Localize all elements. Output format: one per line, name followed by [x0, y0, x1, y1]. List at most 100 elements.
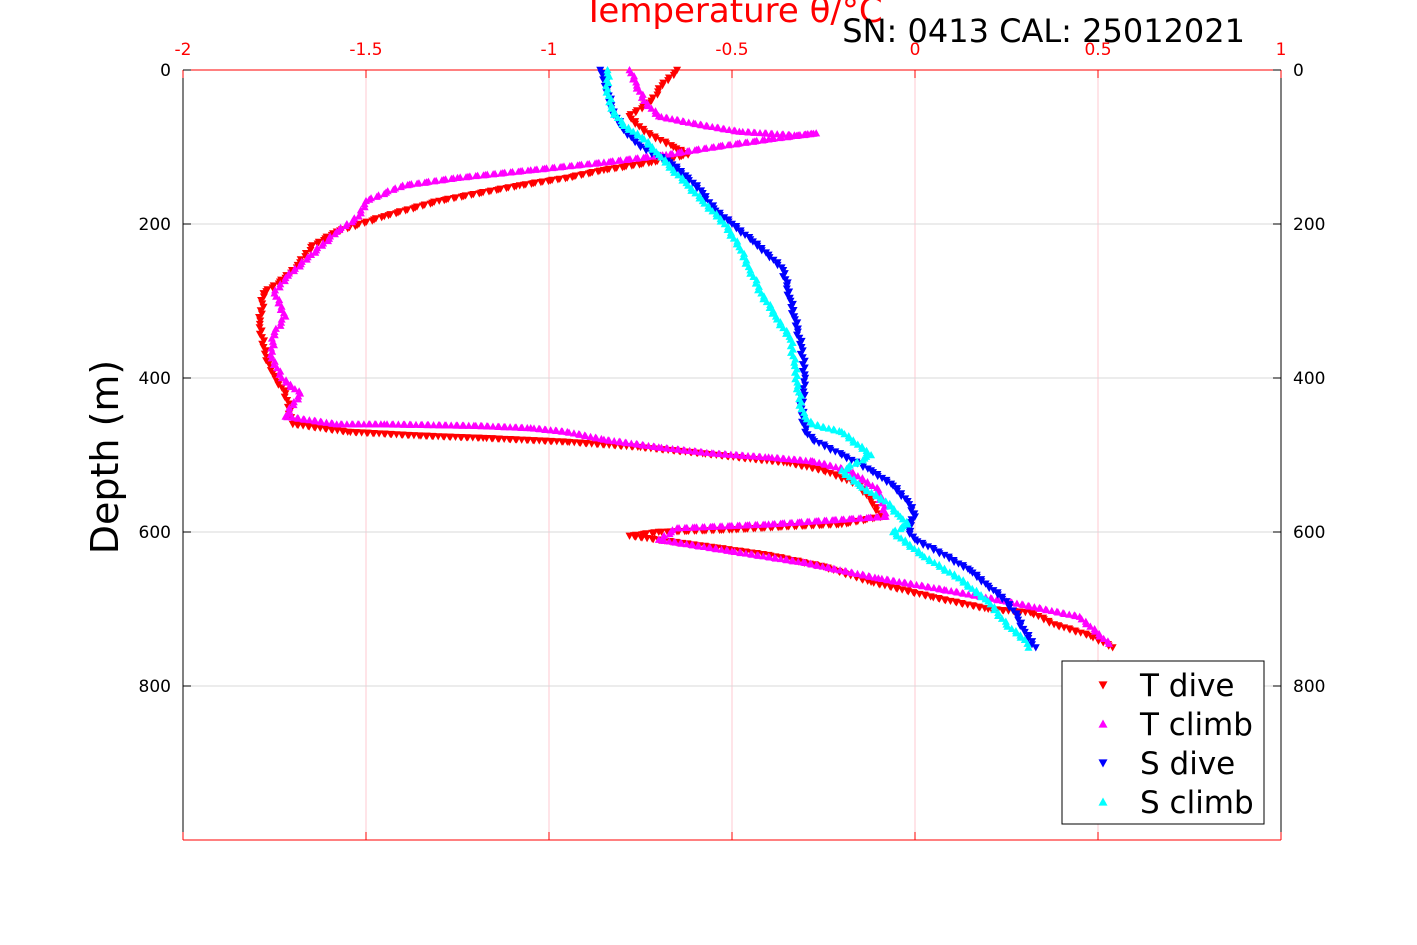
data-point	[552, 426, 561, 435]
data-point	[691, 189, 700, 197]
data-point	[281, 273, 290, 282]
data-point	[400, 420, 409, 428]
legend-box	[1061, 660, 1265, 825]
data-point	[622, 438, 631, 447]
data-point	[903, 520, 912, 528]
data-point	[495, 435, 504, 443]
data-point	[726, 231, 735, 239]
data-point	[848, 569, 857, 577]
data-point	[858, 456, 867, 464]
data-point	[541, 437, 550, 445]
data-point	[661, 158, 670, 166]
data-point	[700, 542, 709, 551]
data-point	[276, 280, 285, 288]
data-point	[610, 165, 619, 173]
data-point	[1099, 634, 1108, 642]
data-point	[467, 191, 476, 199]
data-point	[942, 586, 951, 594]
data-point	[968, 569, 977, 577]
data-point	[283, 413, 292, 421]
data-point	[872, 507, 881, 515]
data-point	[294, 414, 303, 422]
data-point	[644, 140, 653, 148]
data-point	[269, 360, 278, 368]
data-point	[1024, 643, 1033, 651]
data-point	[723, 225, 732, 233]
data-point	[450, 195, 459, 203]
data-point	[893, 487, 902, 495]
data-point	[772, 315, 781, 323]
data-point	[697, 121, 706, 129]
data-point	[736, 229, 745, 237]
data-point	[406, 420, 415, 428]
data-point	[736, 246, 745, 254]
data-point	[858, 483, 867, 491]
data-point	[864, 479, 873, 488]
data-point	[897, 534, 906, 542]
data-point	[647, 104, 656, 112]
data-point	[756, 452, 765, 461]
data-point	[769, 256, 778, 264]
data-point	[311, 417, 320, 425]
data-point	[565, 162, 574, 170]
data-point	[527, 180, 536, 188]
data-point	[707, 143, 716, 151]
data-point	[746, 269, 755, 277]
data-point	[989, 587, 998, 595]
data-point	[392, 210, 401, 218]
data-point	[1047, 606, 1056, 615]
data-point	[771, 554, 780, 562]
data-point	[706, 522, 715, 531]
data-point	[633, 131, 642, 139]
data-point	[889, 507, 898, 515]
data-point	[878, 474, 887, 483]
data-point	[755, 128, 764, 137]
data-point	[712, 212, 721, 220]
data-point	[544, 177, 553, 186]
data-point	[577, 171, 586, 179]
data-point	[762, 297, 771, 306]
data-point	[890, 577, 899, 585]
data-point	[808, 420, 817, 428]
data-point	[565, 428, 574, 436]
data-point	[725, 125, 734, 134]
data-point	[895, 577, 904, 586]
data-point	[728, 220, 736, 228]
data-point	[1012, 629, 1021, 637]
data-point	[872, 513, 881, 521]
data-point	[790, 455, 799, 463]
data-point	[985, 584, 994, 593]
data-point	[977, 578, 986, 586]
data-point	[714, 142, 723, 150]
data-point	[700, 144, 709, 152]
data-point	[959, 589, 968, 597]
data-point	[492, 186, 501, 195]
data-point	[368, 217, 377, 225]
data-point	[1077, 615, 1086, 623]
data-point	[759, 292, 768, 300]
data-point	[997, 614, 1006, 622]
data-point	[801, 456, 810, 464]
data-point	[853, 440, 862, 448]
data-point	[865, 572, 874, 580]
data-point	[792, 131, 801, 139]
data-point	[267, 354, 276, 362]
data-point	[775, 321, 784, 329]
data-point	[759, 552, 768, 560]
data-point	[842, 567, 851, 575]
data-point	[901, 579, 910, 587]
data-point	[479, 171, 488, 179]
data-point	[671, 538, 680, 546]
data-point	[688, 541, 697, 549]
data-point	[739, 253, 748, 261]
data-point	[687, 186, 696, 194]
data-point	[684, 177, 693, 185]
data-point	[704, 204, 713, 212]
data-point	[748, 238, 757, 246]
data-point	[998, 595, 1007, 604]
data-point	[631, 109, 640, 117]
data-point	[759, 295, 768, 303]
data-point	[1030, 603, 1039, 611]
data-point	[594, 168, 603, 176]
